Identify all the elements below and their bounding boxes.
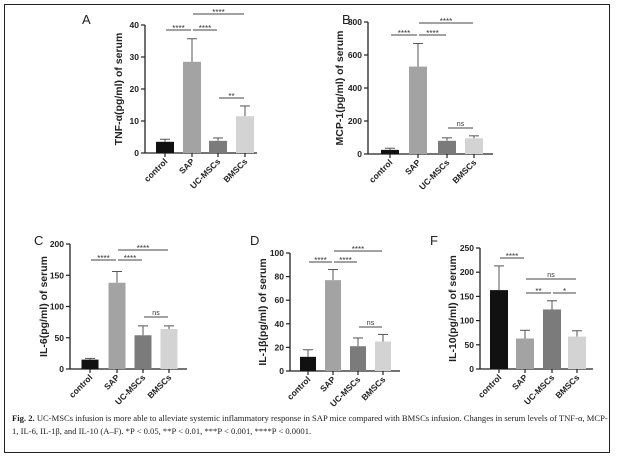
bar-sap bbox=[516, 338, 534, 369]
x-tick-label: control bbox=[367, 157, 394, 184]
significance-label: ** bbox=[228, 92, 234, 101]
bar-uc-mscs bbox=[209, 140, 227, 153]
y-tick-label: 200 bbox=[348, 116, 362, 126]
x-tick-label: BMSCs bbox=[359, 374, 387, 402]
bar-bmscs bbox=[160, 329, 178, 369]
significance-label: **** bbox=[172, 24, 184, 33]
significance-label: **** bbox=[440, 17, 452, 26]
x-tick-label: BMSCs bbox=[145, 372, 173, 400]
panel-label: C bbox=[34, 233, 43, 248]
y-tick-label: 10 bbox=[130, 116, 140, 126]
x-tick-label: SAP bbox=[510, 372, 530, 392]
caption-text: UC-MSCs infusion is more able to allevia… bbox=[12, 413, 608, 436]
bar-bmscs bbox=[568, 336, 586, 369]
significance-label: ns bbox=[547, 272, 555, 279]
y-tick-label: 0 bbox=[134, 148, 139, 158]
significance-label: ** bbox=[535, 287, 541, 296]
y-tick-label: 0 bbox=[59, 364, 64, 374]
x-tick-label: control bbox=[476, 372, 503, 399]
y-tick-label: 800 bbox=[348, 17, 362, 27]
y-tick-label: 0 bbox=[469, 364, 474, 374]
y-tick-label: 200 bbox=[460, 267, 474, 277]
y-tick-label: 100 bbox=[460, 316, 474, 326]
x-tick-label: control bbox=[142, 156, 169, 183]
bar-control bbox=[81, 359, 99, 369]
bar-uc-mscs bbox=[438, 140, 456, 154]
y-tick-label: 20 bbox=[275, 342, 285, 352]
figure-frame bbox=[4, 4, 610, 453]
bar-sap bbox=[183, 61, 201, 153]
significance-label: **** bbox=[124, 254, 136, 263]
y-axis-label: IL-1β(pg/ml) of serum bbox=[257, 258, 269, 365]
y-tick-label: 40 bbox=[130, 20, 140, 30]
panel-label: B bbox=[342, 12, 351, 27]
y-tick-label: 40 bbox=[275, 319, 285, 329]
significance-label: **** bbox=[314, 256, 326, 265]
bar-uc-mscs bbox=[543, 309, 561, 369]
y-tick-label: 50 bbox=[465, 340, 475, 350]
y-tick-label: 0 bbox=[279, 366, 284, 376]
y-tick-label: 0 bbox=[357, 149, 362, 159]
panel-label: F bbox=[430, 233, 438, 248]
y-axis-label: TNF-α(pg/ml) of serum bbox=[113, 33, 125, 146]
y-tick-label: 150 bbox=[50, 270, 64, 280]
bar-sap bbox=[409, 66, 427, 154]
x-tick-label: SAP bbox=[318, 374, 338, 394]
y-tick-label: 20 bbox=[130, 84, 140, 94]
panel-label: A bbox=[82, 12, 91, 27]
x-tick-label: SAP bbox=[102, 372, 122, 392]
significance-label: ns bbox=[367, 320, 375, 327]
significance-label: * bbox=[563, 287, 566, 296]
caption-label: Fig. 2. bbox=[12, 413, 35, 423]
y-tick-label: 150 bbox=[460, 291, 474, 301]
y-tick-label: 60 bbox=[275, 295, 285, 305]
panel-label: D bbox=[250, 233, 259, 248]
x-tick-label: BMSCs bbox=[553, 372, 581, 400]
significance-label: **** bbox=[506, 252, 518, 261]
bar-bmscs bbox=[375, 341, 391, 371]
bar-sap bbox=[108, 282, 126, 369]
x-tick-label: UC-MSCs bbox=[417, 157, 452, 192]
significance-label: **** bbox=[352, 245, 364, 254]
y-tick-label: 100 bbox=[270, 248, 284, 258]
figure-caption: Fig. 2. UC-MSCs infusion is more able to… bbox=[12, 412, 608, 438]
significance-label: **** bbox=[339, 256, 351, 265]
significance-label: **** bbox=[398, 29, 410, 38]
significance-label: ns bbox=[152, 310, 160, 317]
bar-control bbox=[300, 356, 316, 371]
bar-control bbox=[156, 141, 174, 153]
bar-control bbox=[381, 149, 399, 154]
y-axis-label: IL-10(pg/ml) of serum bbox=[447, 255, 459, 362]
y-tick-label: 400 bbox=[348, 83, 362, 93]
bar-uc-mscs bbox=[350, 346, 366, 371]
x-tick-label: control bbox=[67, 372, 94, 399]
x-tick-label: control bbox=[285, 374, 312, 401]
significance-label: **** bbox=[212, 8, 224, 17]
y-tick-label: 250 bbox=[460, 243, 474, 253]
y-tick-label: 80 bbox=[275, 272, 285, 282]
x-tick-label: SAP bbox=[403, 157, 423, 177]
significance-label: **** bbox=[199, 24, 211, 33]
y-axis-label: MCP-1(pg/ml) of serum bbox=[334, 31, 346, 146]
x-tick-label: BMSCs bbox=[450, 157, 478, 185]
y-tick-label: 600 bbox=[348, 50, 362, 60]
significance-label: ns bbox=[457, 121, 465, 128]
significance-label: **** bbox=[426, 29, 438, 38]
x-tick-label: SAP bbox=[177, 156, 197, 176]
x-tick-label: BMSCs bbox=[221, 156, 249, 184]
bar-bmscs bbox=[465, 138, 483, 154]
y-tick-label: 200 bbox=[50, 239, 64, 249]
bar-bmscs bbox=[236, 116, 254, 153]
significance-label: **** bbox=[97, 254, 109, 263]
bar-control bbox=[490, 290, 508, 369]
bar-sap bbox=[325, 280, 341, 371]
y-tick-label: 50 bbox=[55, 333, 65, 343]
bar-uc-mscs bbox=[134, 335, 152, 369]
y-axis-label: IL-6(pg/ml) of serum bbox=[38, 256, 50, 357]
y-tick-label: 30 bbox=[130, 52, 140, 62]
significance-label: **** bbox=[137, 244, 149, 253]
y-tick-label: 100 bbox=[50, 302, 64, 312]
